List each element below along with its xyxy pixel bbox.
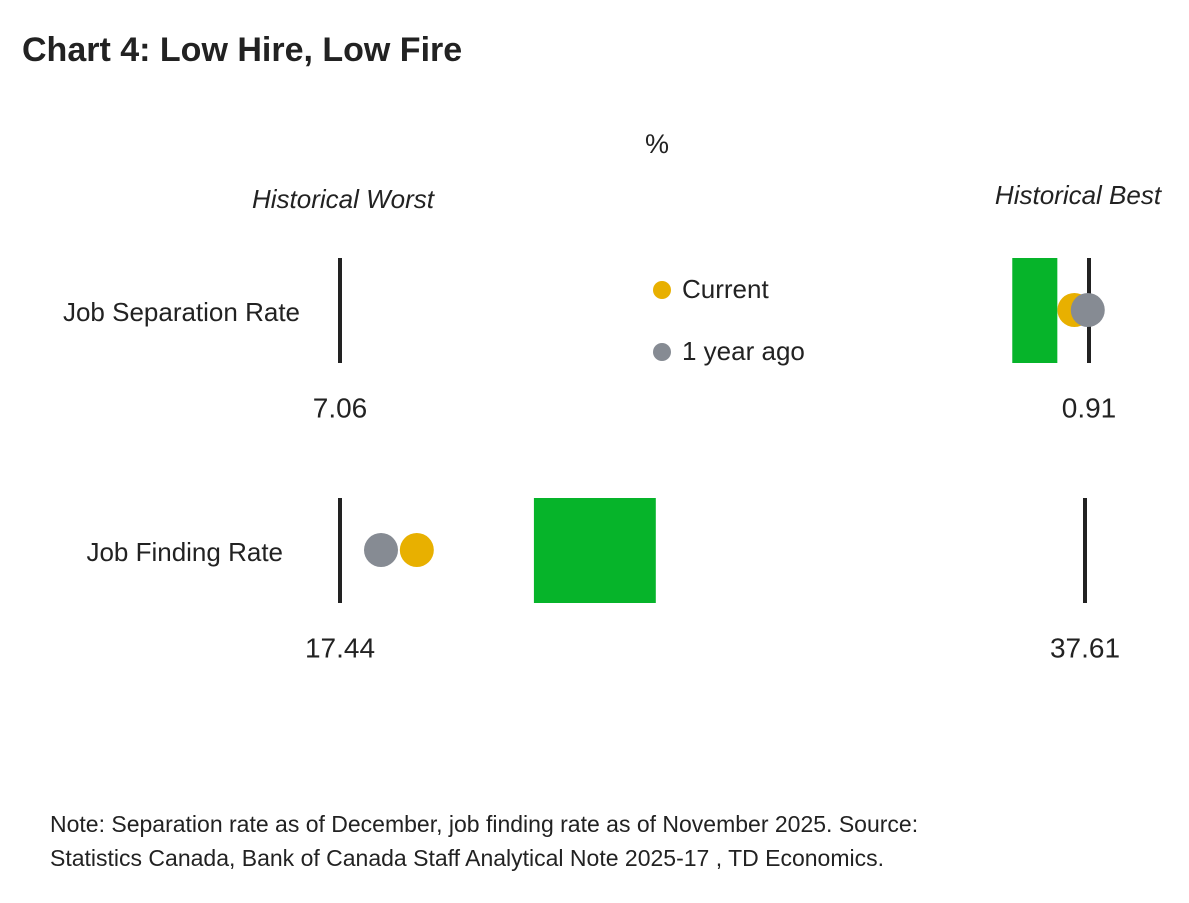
dot (1070, 293, 1105, 327)
row-label: Job Finding Rate (86, 537, 283, 567)
chart-title: Chart 4: Low Hire, Low Fire (22, 31, 462, 69)
best-annotation: Historical Best (995, 180, 1163, 210)
row-label: Job Separation Rate (63, 297, 300, 327)
legend-label: Current (682, 274, 769, 304)
note: Statistics Canada, Bank of Canada Staff … (50, 845, 884, 871)
worst-value-label: 17.44 (305, 632, 375, 663)
best-value-label: 37.61 (1050, 632, 1120, 663)
dot (363, 533, 398, 567)
normal-range (533, 498, 656, 603)
note: Note: Separation rate as of December, jo… (50, 811, 918, 837)
unit-label: % (645, 129, 669, 159)
legend-marker (653, 281, 671, 299)
normal-range (1012, 258, 1058, 363)
dot (399, 533, 434, 567)
worst-value-label: 7.06 (313, 392, 368, 423)
best-value-label: 0.91 (1062, 392, 1117, 423)
legend-marker (653, 343, 671, 361)
legend-label: 1 year ago (682, 336, 805, 366)
worst-annotation: Historical Worst (252, 184, 436, 214)
